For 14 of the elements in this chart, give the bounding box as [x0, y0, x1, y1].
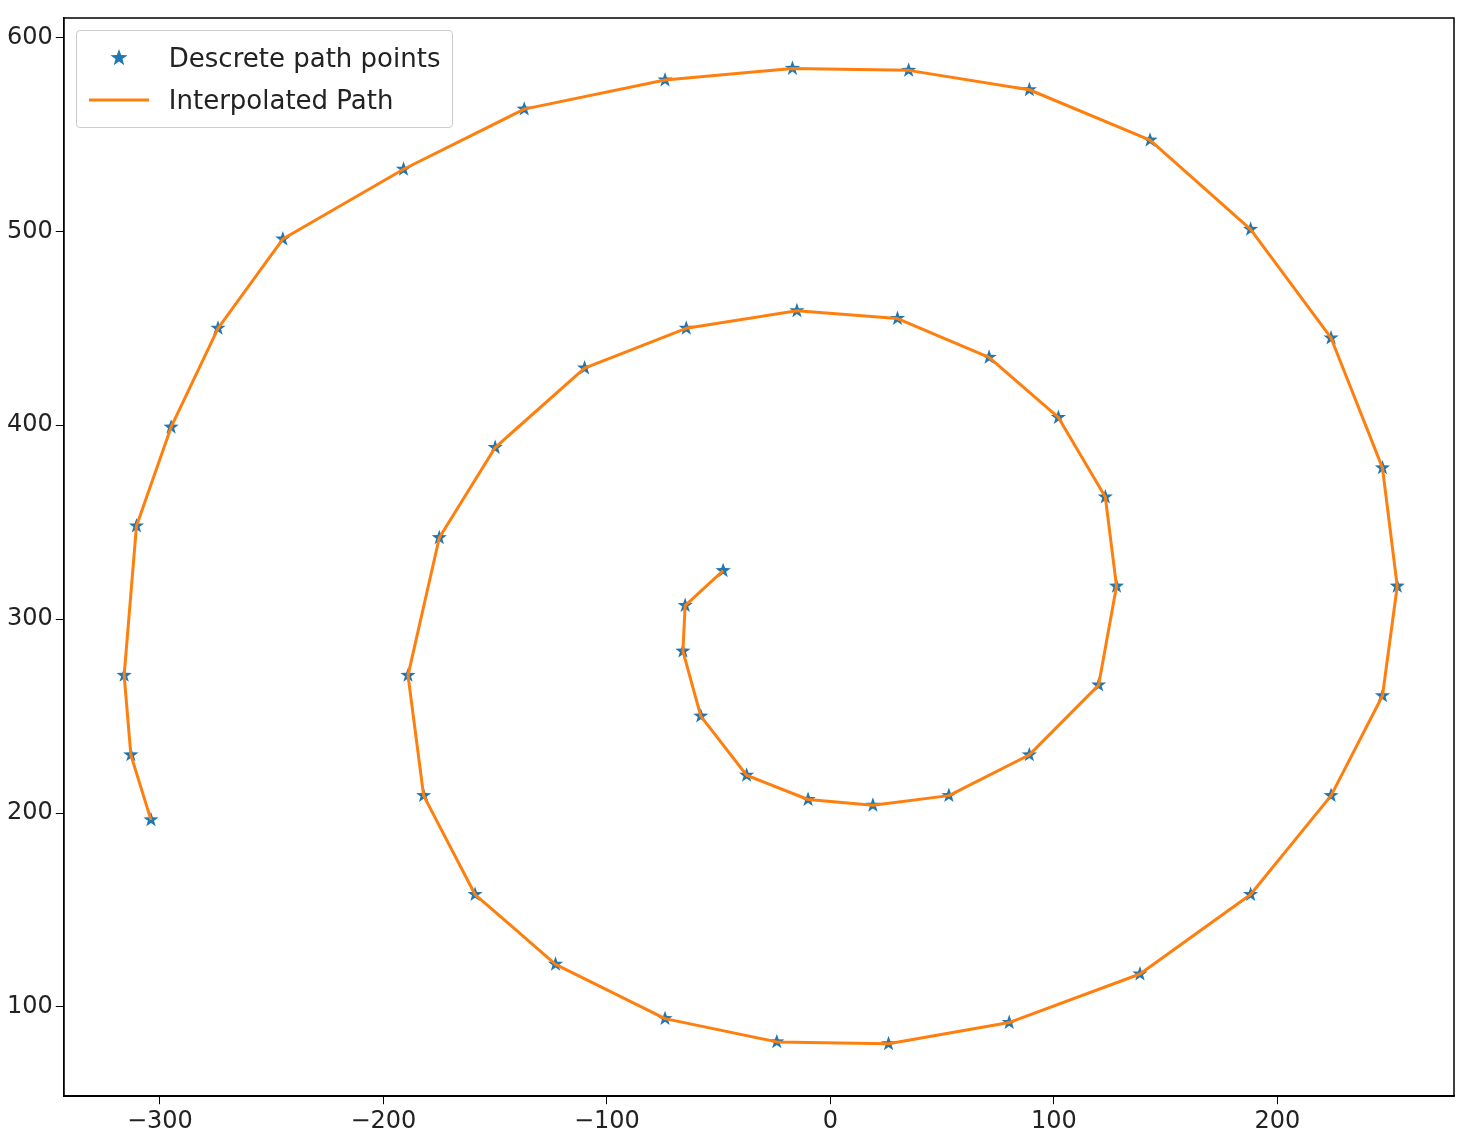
y-tick-label: 300	[7, 603, 53, 632]
x-tick-label: 200	[1254, 1105, 1301, 1134]
x-tick-label: −300	[126, 1105, 193, 1134]
y-tick-label: 200	[7, 797, 53, 826]
x-tick-label: 0	[822, 1105, 839, 1134]
legend-label: Descrete path points	[168, 43, 441, 73]
x-tick-label: −200	[350, 1105, 417, 1134]
y-tick-label: 400	[7, 409, 53, 438]
y-tick-label: 600	[7, 21, 53, 50]
x-tick-label: 100	[1031, 1105, 1077, 1134]
x-tick-label: −100	[573, 1105, 640, 1134]
y-tick-label: 500	[7, 215, 53, 244]
y-tick-label: 100	[7, 991, 53, 1020]
legend-label: Interpolated Path	[168, 85, 394, 115]
